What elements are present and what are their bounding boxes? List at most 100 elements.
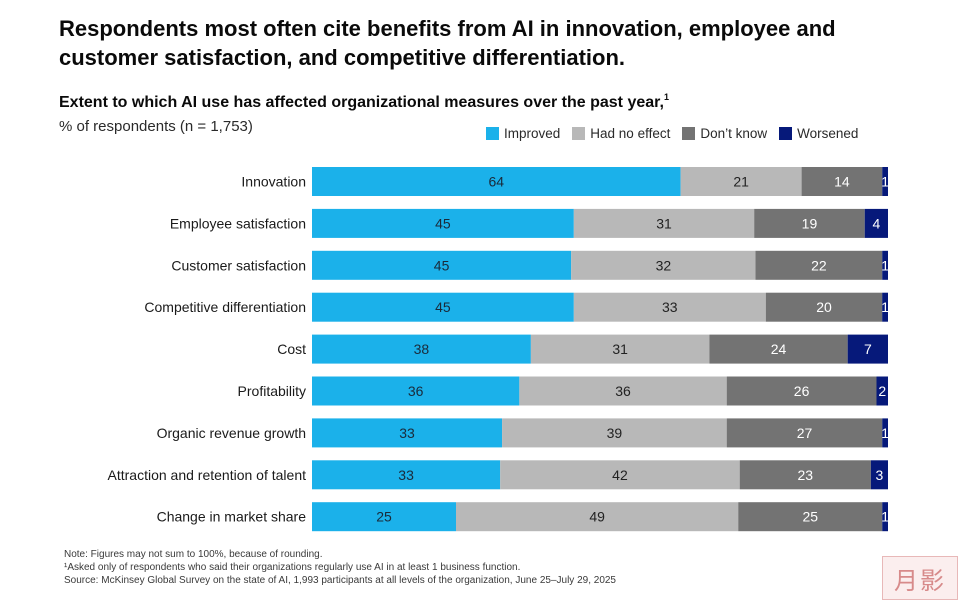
bar-segment-worsened <box>876 376 888 406</box>
category-label: Employee satisfaction <box>170 215 306 231</box>
bar-row-attraction-and-retention-of-talent: Attraction and retention of talent 33 42 23… <box>108 460 888 490</box>
bar-segment-improved <box>312 334 531 364</box>
bar-segment-had-no-effect <box>500 460 740 490</box>
category-label: Innovation <box>241 174 306 190</box>
bar-segment-worsened <box>870 460 888 490</box>
legend-swatch <box>779 126 793 140</box>
legend-label: Don’t know <box>700 125 768 141</box>
bar-segment-had-no-effect <box>573 292 766 322</box>
data-label: 26 <box>794 383 810 399</box>
data-label: 33 <box>399 425 415 441</box>
legend-item-improved: Improved <box>486 126 560 141</box>
category-label: Profitability <box>238 383 306 399</box>
data-label: 42 <box>612 467 628 483</box>
unit-label: % of respondents (n = 1,753) <box>59 118 253 135</box>
legend-item-worsened: Worsened <box>779 126 858 141</box>
data-label: 32 <box>656 257 672 273</box>
footnote-note: Note: Figures may not sum to 100%, becau… <box>64 549 323 560</box>
data-label: 1 <box>881 257 889 273</box>
data-label: 36 <box>615 383 631 399</box>
data-label: 2 <box>878 383 886 399</box>
category-label: Organic revenue growth <box>157 425 306 441</box>
data-label: 1 <box>881 509 889 525</box>
data-label: 25 <box>376 509 392 525</box>
data-label: 25 <box>802 509 818 525</box>
bar-segment-don-t-know <box>726 418 883 448</box>
data-label: 49 <box>589 509 605 525</box>
data-label: 4 <box>872 215 880 231</box>
data-label: 45 <box>435 299 451 315</box>
bar-row-organic-revenue-growth: Organic revenue growth 33 39 27 1 <box>157 418 889 448</box>
bar-segment-don-t-know <box>738 502 883 532</box>
data-label: 21 <box>733 174 749 190</box>
bar-segment-worsened <box>882 250 888 280</box>
chart-subtitle: Extent to which AI use has affected orga… <box>59 92 669 112</box>
bar-segment-had-no-effect <box>530 334 710 364</box>
bar-segment-had-no-effect <box>571 250 756 280</box>
data-label: 1 <box>881 174 889 190</box>
category-label: Change in market share <box>157 509 307 525</box>
data-label: 36 <box>408 383 424 399</box>
bar-segment-don-t-know <box>755 250 883 280</box>
footnote-1: ¹Asked only of respondents who said thei… <box>64 562 521 573</box>
bar-segment-had-no-effect <box>456 502 739 532</box>
headline: Respondents most often cite benefits fro… <box>59 16 836 70</box>
bar-segment-don-t-know <box>709 334 848 364</box>
bar-segment-had-no-effect <box>502 418 727 448</box>
bar-row-customer-satisfaction: Customer satisfaction 45 32 22 1 <box>171 250 889 280</box>
footnotes: Note: Figures may not sum to 100%, becau… <box>64 548 844 587</box>
bar-segment-don-t-know <box>739 460 871 490</box>
data-label: 45 <box>434 257 450 273</box>
bar-segment-improved <box>312 376 520 406</box>
data-label: 20 <box>816 299 832 315</box>
data-label: 64 <box>489 174 505 190</box>
data-label: 39 <box>607 425 623 441</box>
data-label: 14 <box>834 174 850 190</box>
legend-label: Had no effect <box>590 125 671 141</box>
bar-segment-worsened <box>847 334 888 364</box>
legend-swatch <box>486 126 499 140</box>
bar-segment-had-no-effect <box>519 376 727 406</box>
data-label: 38 <box>414 341 430 357</box>
data-label: 23 <box>798 467 814 483</box>
data-label: 22 <box>811 257 827 273</box>
bar-segment-improved <box>312 167 681 196</box>
data-label: 7 <box>864 341 872 357</box>
category-label: Cost <box>277 341 306 357</box>
bar-segment-worsened <box>864 208 888 238</box>
data-label: 33 <box>662 299 678 315</box>
data-label: 1 <box>881 425 889 441</box>
bar-segment-had-no-effect <box>573 208 755 238</box>
bar-row-change-in-market-share: Change in market share 25 49 25 1 <box>157 502 889 532</box>
data-label: 45 <box>435 215 451 231</box>
footnote-source: Source: McKinsey Global Survey on the st… <box>64 575 616 586</box>
bar-row-competitive-differentiation: Competitive differentiation 45 33 20 1 <box>144 292 889 322</box>
data-label: 27 <box>797 425 813 441</box>
bar-segment-don-t-know <box>726 376 877 406</box>
legend-item-had-no-effect: Had no effect <box>572 126 670 141</box>
footnote-marker: 1 <box>663 92 669 102</box>
bar-segment-improved <box>312 418 503 448</box>
subtitle-text: Extent to which AI use has affected orga… <box>59 94 664 111</box>
bar-segment-don-t-know <box>754 208 865 238</box>
watermark-stamp: 月影 <box>882 556 958 600</box>
bar-segment-improved <box>312 208 574 238</box>
bar-row-cost: Cost 38 31 24 7 <box>277 334 888 364</box>
bar-segment-improved <box>312 460 501 490</box>
data-label: 33 <box>398 467 414 483</box>
bar-segment-had-no-effect <box>680 167 802 196</box>
bar-segment-don-t-know <box>765 292 883 322</box>
bar-segment-worsened <box>882 167 888 196</box>
data-label: 31 <box>612 341 628 357</box>
bar-segment-don-t-know <box>801 167 883 196</box>
chart-legend: Improved Had no effect Don’t know Worsened <box>486 124 888 142</box>
bar-row-innovation: Innovation 64 21 14 1 <box>241 167 889 196</box>
legend-label: Improved <box>504 125 561 141</box>
category-label: Customer satisfaction <box>171 257 306 273</box>
category-label: Attraction and retention of talent <box>108 467 307 483</box>
bar-segment-improved <box>312 292 574 322</box>
data-label: 31 <box>656 215 672 231</box>
bar-segment-worsened <box>882 502 888 532</box>
legend-item-don-t-know: Don’t know <box>682 126 767 141</box>
